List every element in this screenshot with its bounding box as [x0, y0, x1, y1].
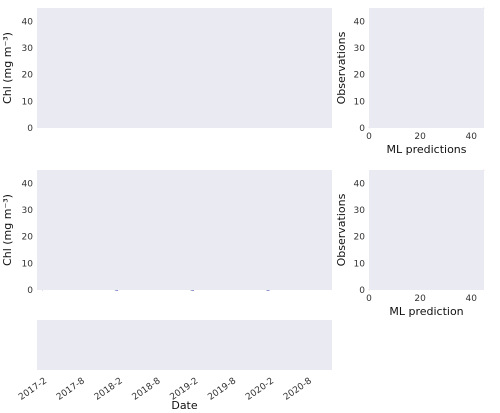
y-axis-label: Chl (mg m⁻³) [1, 32, 14, 104]
x-tick-label: 0 [366, 294, 372, 304]
y-tick-label: 10 [354, 97, 366, 107]
y-tick-label: 20 [22, 71, 34, 81]
y-tick-label: 20 [22, 233, 34, 243]
x-tick-label: 0 [366, 132, 372, 142]
y-axis-label: Chl (mg m⁻³) [1, 194, 14, 266]
x-tick-label: 2019-8 [206, 376, 238, 403]
y-tick-label: 40 [354, 179, 366, 189]
panel-e-background [37, 320, 332, 370]
x-tick-label: 2020-2 [244, 376, 276, 402]
y-tick-label: 0 [27, 286, 33, 296]
x-tick-label: 2017-8 [55, 376, 87, 403]
x-axis-label: ML prediction [389, 305, 463, 318]
x-tick-label: 2018-2 [93, 376, 125, 402]
y-tick-label: 0 [27, 124, 33, 134]
x-tick-label: 40 [465, 132, 477, 142]
x-axis-label: Date [171, 399, 198, 412]
y-tick-label: 40 [354, 17, 366, 27]
y-tick-label: 0 [359, 286, 365, 296]
x-tick-label: 2018-8 [131, 376, 163, 403]
panel-a-background [37, 8, 332, 128]
y-tick-label: 10 [354, 259, 366, 269]
panel-b-background [369, 8, 484, 128]
y-tick-label: 0 [359, 124, 365, 134]
y-tick-label: 30 [354, 206, 366, 216]
y-tick-label: 20 [354, 71, 366, 81]
x-tick-label: 2020-8 [282, 376, 314, 403]
y-tick-label: 30 [354, 44, 366, 54]
panel-d-background [369, 170, 484, 290]
x-tick-label: 20 [414, 132, 426, 142]
panel-c-background [37, 170, 332, 290]
x-tick-label: 2017-2 [17, 376, 49, 402]
x-axis-label: ML predictions [386, 143, 466, 156]
y-tick-label: 20 [354, 233, 366, 243]
y-axis-label: Observations [335, 193, 348, 266]
y-tick-label: 30 [22, 206, 34, 216]
y-tick-label: 40 [22, 179, 34, 189]
x-tick-label: 20 [414, 294, 426, 304]
x-tick-label: 40 [465, 294, 477, 304]
y-tick-label: 30 [22, 44, 34, 54]
y-tick-label: 40 [22, 17, 34, 27]
y-tick-label: 10 [22, 97, 34, 107]
y-tick-label: 10 [22, 259, 34, 269]
y-axis-label: Observations [335, 31, 348, 104]
